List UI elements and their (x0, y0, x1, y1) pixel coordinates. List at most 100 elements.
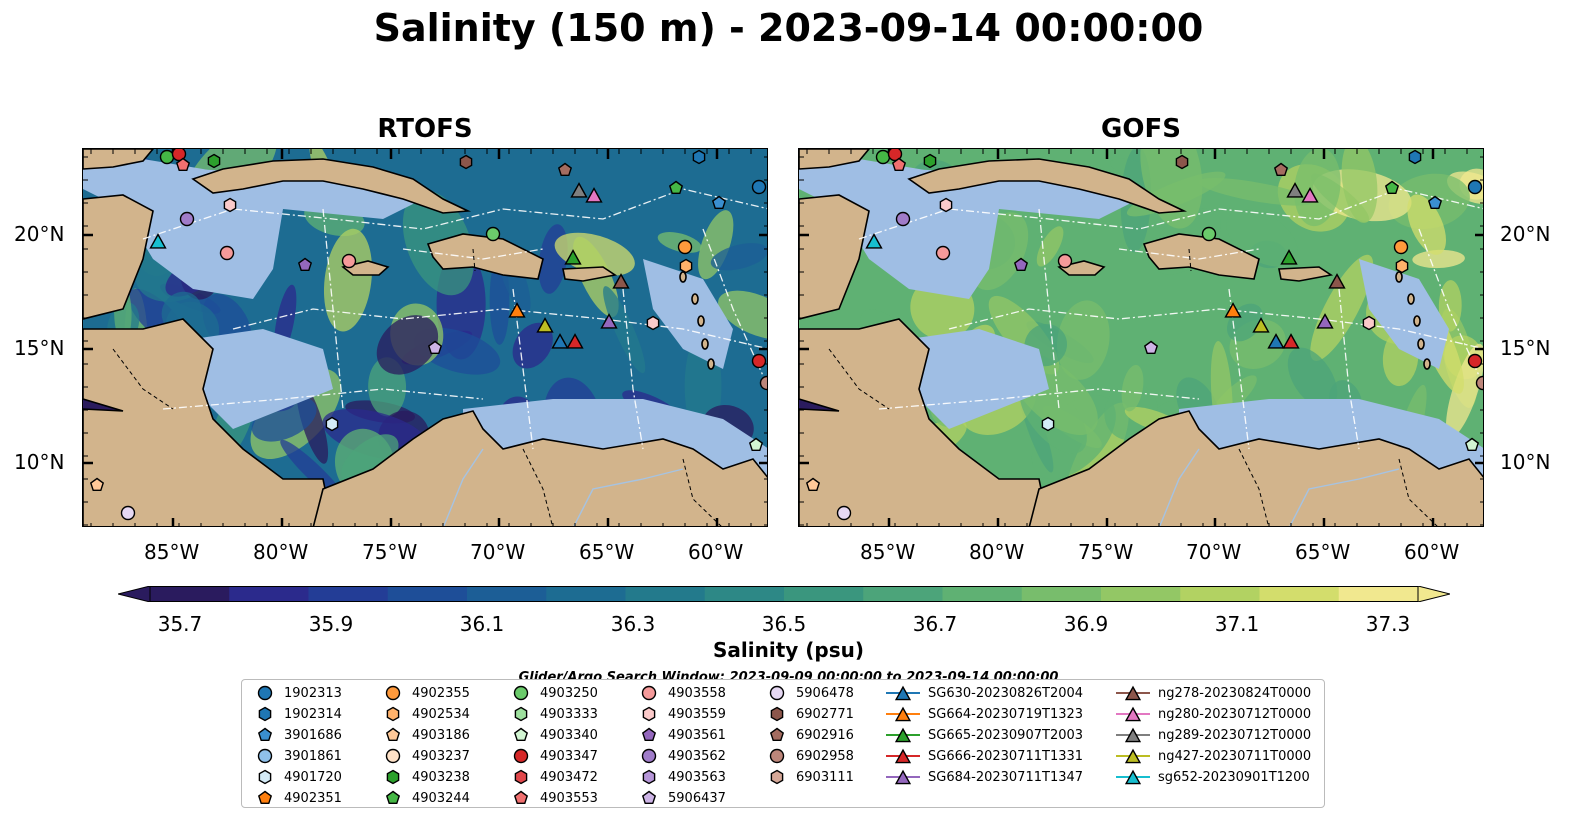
triangle-marker (1124, 748, 1142, 764)
rivers (1159, 448, 1400, 526)
glider-marker (536, 317, 554, 333)
argo-float-marker (159, 149, 175, 165)
legend-item: 4903472 (510, 767, 598, 787)
legend-marker-icon (769, 685, 785, 701)
legend-item-label: SG684-20230711T1347 (928, 769, 1084, 785)
colorbar-tick: 36.5 (761, 612, 807, 636)
legend-item: ng278-20230824T0000 (1116, 683, 1311, 703)
legend-item: 1902313 (254, 683, 342, 703)
argo-float-marker (223, 197, 237, 213)
lon-label-70w-left: 70°W (470, 540, 526, 564)
argo-float-marker (1201, 226, 1217, 242)
legend-item: 6902958 (766, 746, 854, 766)
legend-item-label: 5906478 (796, 685, 854, 701)
colorbar-segment (387, 586, 468, 602)
argo-float-marker (935, 245, 951, 261)
legend-item: 4902355 (382, 683, 470, 703)
argo-float-marker (485, 226, 501, 242)
colorbar-segment (625, 586, 706, 602)
argo-float-marker (748, 437, 764, 451)
colorbar-segment (546, 586, 626, 602)
triangle-marker (894, 706, 912, 722)
colorbar-segment (229, 586, 309, 602)
lon-label-60w-left: 60°W (688, 540, 744, 564)
legend-item: 5906437 (638, 788, 726, 808)
legend-item-label: 4903472 (540, 769, 598, 785)
argo-float-marker (668, 180, 684, 194)
legend-item: 4903563 (638, 767, 726, 787)
legend-item-label: sg652-20230901T1200 (1158, 769, 1310, 785)
legend-item-label: 4903186 (412, 727, 470, 743)
legend-item-label: 4903559 (668, 706, 726, 722)
argo-float-marker (646, 315, 660, 331)
legend-marker-icon (886, 706, 920, 722)
argo-float-marker (895, 211, 911, 227)
boundary-lines (858, 188, 1483, 450)
colorbar-segment (1101, 586, 1181, 602)
legend-item-label: SG664-20230719T1323 (928, 706, 1084, 722)
legend-item: sg652-20230901T1200 (1116, 767, 1310, 787)
legend-item-label: 1902313 (284, 685, 342, 701)
pentagon-marker (641, 727, 657, 742)
argo-float-marker (923, 153, 937, 169)
legend-item-label: 4903333 (540, 706, 598, 722)
colorbar-segment (942, 586, 1023, 602)
south-america (312, 410, 767, 526)
legend-item: 4903186 (382, 725, 470, 745)
lat-label-15n-right: 15°N (1500, 336, 1551, 360)
circle-marker (385, 685, 401, 701)
hexagon-marker (258, 769, 272, 785)
lat-label-20n-left: 20°N (14, 222, 65, 246)
legend-marker-icon (257, 685, 273, 701)
argo-float-marker (1464, 437, 1480, 451)
legend: 1902313 1902314 3901686 3901861 4901720 49023… (241, 679, 1325, 808)
argo-float-marker (1175, 154, 1189, 170)
colorbar-segment (1180, 586, 1260, 602)
triangle-marker (894, 769, 912, 785)
legend-marker-icon (1116, 706, 1150, 722)
legend-item-label: 4903250 (540, 685, 598, 701)
legend-marker-icon (514, 769, 528, 785)
legend-item-label: 4903561 (668, 727, 726, 743)
legend-item: 4903244 (382, 788, 470, 808)
search-window-note: Glider/Argo Search Window: 2023-09-09 00… (518, 670, 1059, 680)
lat-label-15n-left: 15°N (14, 336, 65, 360)
glider-marker (508, 302, 526, 318)
legend-item: 4903561 (638, 725, 726, 745)
legend-marker-icon (386, 706, 400, 722)
pentagon-marker (513, 727, 529, 742)
hexagon-marker (770, 706, 784, 722)
legend-marker-icon (257, 790, 273, 805)
hexagon-marker (770, 769, 784, 785)
legend-marker-icon (514, 706, 528, 722)
triangle-marker (894, 748, 912, 764)
legend-item-label: 5906437 (668, 790, 726, 806)
argo-float-marker (1057, 253, 1073, 269)
country-borders (112, 248, 722, 526)
colorbar-tick: 36.9 (1063, 612, 1109, 636)
legend-item: 3901861 (254, 746, 342, 766)
legend-item-label: ng280-20230712T0000 (1158, 706, 1312, 722)
legend-marker-icon (886, 727, 920, 743)
pentagon-marker (641, 790, 657, 805)
legend-marker-icon (886, 748, 920, 764)
legend-item-label: 4902355 (412, 685, 470, 701)
hexagon-marker (514, 706, 528, 722)
argo-float-marker (207, 153, 221, 169)
rivers (443, 448, 684, 526)
legend-item: ng289-20230712T0000 (1116, 725, 1311, 745)
lon-label-80w-left: 80°W (253, 540, 309, 564)
legend-item-label: 4903238 (412, 769, 470, 785)
legend-item: SG630-20230826T2004 (886, 683, 1083, 703)
legend-item: 4903250 (510, 683, 598, 703)
glider-marker (1280, 249, 1298, 265)
colorbar-segment (784, 586, 864, 602)
circle-marker (641, 748, 657, 764)
legend-item: SG666-20230711T1331 (886, 746, 1083, 766)
legend-item-label: 4903563 (668, 769, 726, 785)
legend-item: 4902351 (254, 788, 342, 808)
colorbar-segment (1259, 586, 1340, 602)
colorbar-segment (308, 586, 389, 602)
legend-marker-icon (385, 790, 401, 805)
glider-marker (1316, 313, 1334, 329)
